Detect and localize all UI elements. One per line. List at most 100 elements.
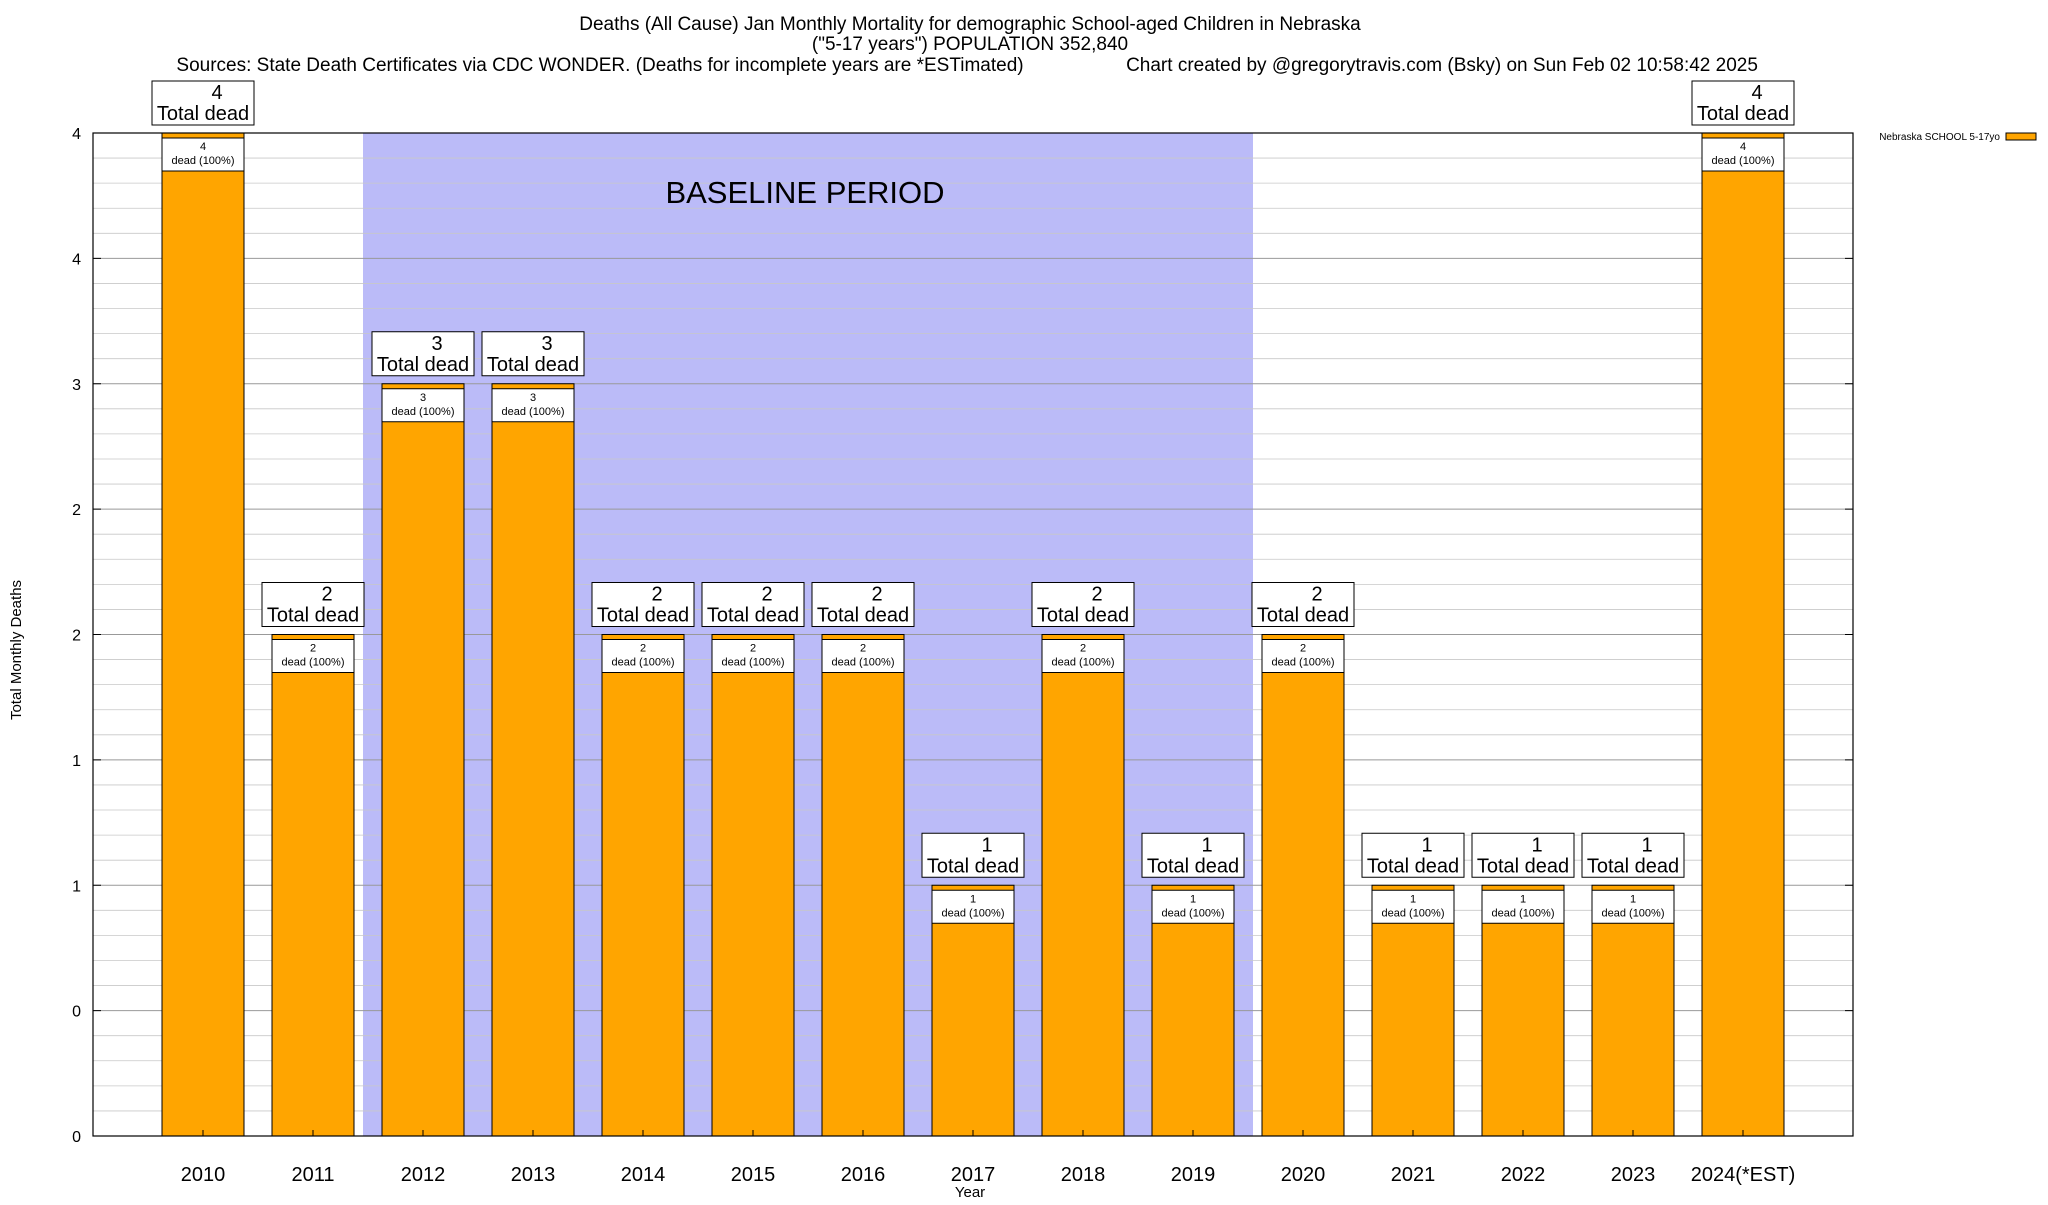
total-label-box <box>1581 832 1685 878</box>
total-label-text: Total dead <box>377 354 469 376</box>
segment-label-box <box>601 639 685 673</box>
total-label-value: 2 <box>871 584 882 606</box>
y-tick-label: 4 <box>72 126 81 143</box>
y-axis-label: Total Monthly Deaths <box>8 580 25 720</box>
segment-label-value: 1 <box>1190 893 1196 905</box>
bar-2012 <box>381 383 465 1137</box>
segment-label-value: 3 <box>530 392 536 404</box>
segment-label-text: dead (100%) <box>282 657 345 669</box>
total-label-text: Total dead <box>817 605 909 627</box>
segment-label-value: 2 <box>1300 643 1306 655</box>
segment-label-text: dead (100%) <box>1602 907 1665 919</box>
y-tick-label: 0 <box>72 1129 81 1146</box>
x-tick-label: 2015 <box>731 1164 776 1186</box>
total-label-text: Total dead <box>487 354 579 376</box>
total-label-value: 3 <box>431 333 442 355</box>
segment-label-value: 4 <box>1740 141 1746 153</box>
total-label-box <box>261 582 365 627</box>
x-tick-label: 2016 <box>841 1164 886 1186</box>
total-label-text: Total dead <box>597 605 689 627</box>
total-label-value: 2 <box>1091 584 1102 606</box>
total-label-value: 1 <box>1201 834 1212 856</box>
total-label-box <box>1361 832 1465 878</box>
segment-label-value: 2 <box>640 643 646 655</box>
total-label-box <box>1691 80 1795 126</box>
segment-label-text: dead (100%) <box>1382 907 1445 919</box>
total-label-text: Total dead <box>927 855 1019 877</box>
total-label-box <box>591 582 695 627</box>
total-label-text: Total dead <box>157 103 249 125</box>
bar-2019 <box>1151 884 1235 1137</box>
y-tick-label: 1 <box>72 753 81 770</box>
segment-label-text: dead (100%) <box>1052 657 1115 669</box>
x-tick-label: 2012 <box>401 1164 446 1186</box>
segment-label-value: 1 <box>1520 893 1526 905</box>
segment-label-box <box>271 639 355 673</box>
total-label-text: Total dead <box>267 605 359 627</box>
segment-label-value: 1 <box>1410 893 1416 905</box>
legend: Nebraska SCHOOL 5-17yo <box>1879 132 2037 143</box>
bar-2024(*EST) <box>1701 132 1785 1137</box>
segment-label-box <box>711 639 795 673</box>
bar-2017 <box>931 884 1015 1137</box>
total-label-box <box>1141 832 1245 878</box>
segment-label-box <box>491 388 575 423</box>
bar-2023 <box>1591 884 1675 1137</box>
segment-label-text: dead (100%) <box>1272 657 1335 669</box>
x-tick-label: 2019 <box>1171 1164 1216 1186</box>
segment-label-text: dead (100%) <box>1712 155 1775 167</box>
total-label-value: 4 <box>1751 82 1762 104</box>
total-label-box <box>371 331 475 377</box>
segment-label-text: dead (100%) <box>392 406 455 418</box>
segment-label-box <box>931 889 1015 924</box>
y-tick-label: 4 <box>72 251 81 268</box>
total-label-value: 1 <box>1421 834 1432 856</box>
total-label-box <box>701 582 805 627</box>
segment-label-value: 2 <box>310 643 316 655</box>
y-tick-label: 2 <box>72 628 81 645</box>
total-label-value: 1 <box>981 834 992 856</box>
segment-label-text: dead (100%) <box>942 907 1005 919</box>
total-label-box <box>1471 832 1575 878</box>
legend-swatch <box>2005 132 2037 141</box>
total-label-box <box>921 832 1025 878</box>
segment-label-value: 2 <box>1080 643 1086 655</box>
total-label-value: 3 <box>541 333 552 355</box>
total-label-text: Total dead <box>1367 855 1459 877</box>
segment-label-text: dead (100%) <box>832 657 895 669</box>
x-tick-label: 2024(*EST) <box>1691 1164 1796 1186</box>
segment-label-text: dead (100%) <box>172 155 235 167</box>
baseline-period-label: BASELINE PERIOD <box>665 175 944 210</box>
chart-credit: Chart created by @gregorytravis.com (Bsk… <box>1126 55 1758 76</box>
segment-label-box <box>1041 639 1125 673</box>
segment-label-text: dead (100%) <box>612 657 675 669</box>
total-label-text: Total dead <box>1697 103 1789 125</box>
bar-2013 <box>491 383 575 1137</box>
total-label-value: 1 <box>1641 834 1652 856</box>
bar-2016 <box>821 634 905 1137</box>
segment-label-box <box>1701 137 1785 172</box>
segment-label-text: dead (100%) <box>502 406 565 418</box>
bar-2014 <box>601 634 685 1137</box>
x-tick-label: 2011 <box>291 1164 334 1186</box>
segment-label-value: 4 <box>200 141 206 153</box>
bar-2021 <box>1371 884 1455 1137</box>
chart-title: Deaths (All Cause) Jan Monthly Mortality… <box>579 14 1361 35</box>
y-tick-label: 3 <box>72 377 81 394</box>
y-tick-label: 2 <box>72 502 81 519</box>
segment-label-box <box>381 388 465 423</box>
bar-2022 <box>1481 884 1565 1137</box>
segment-label-text: dead (100%) <box>722 657 785 669</box>
total-label-value: 2 <box>761 584 772 606</box>
total-label-text: Total dead <box>707 605 799 627</box>
total-label-value: 1 <box>1531 834 1542 856</box>
total-label-text: Total dead <box>1257 605 1349 627</box>
bar-2018 <box>1041 634 1125 1137</box>
total-label-box <box>1031 582 1135 627</box>
bar-2015 <box>711 634 795 1137</box>
segment-label-box <box>1151 889 1235 924</box>
x-tick-label: 2020 <box>1281 1164 1326 1186</box>
bar-2020 <box>1261 634 1345 1137</box>
